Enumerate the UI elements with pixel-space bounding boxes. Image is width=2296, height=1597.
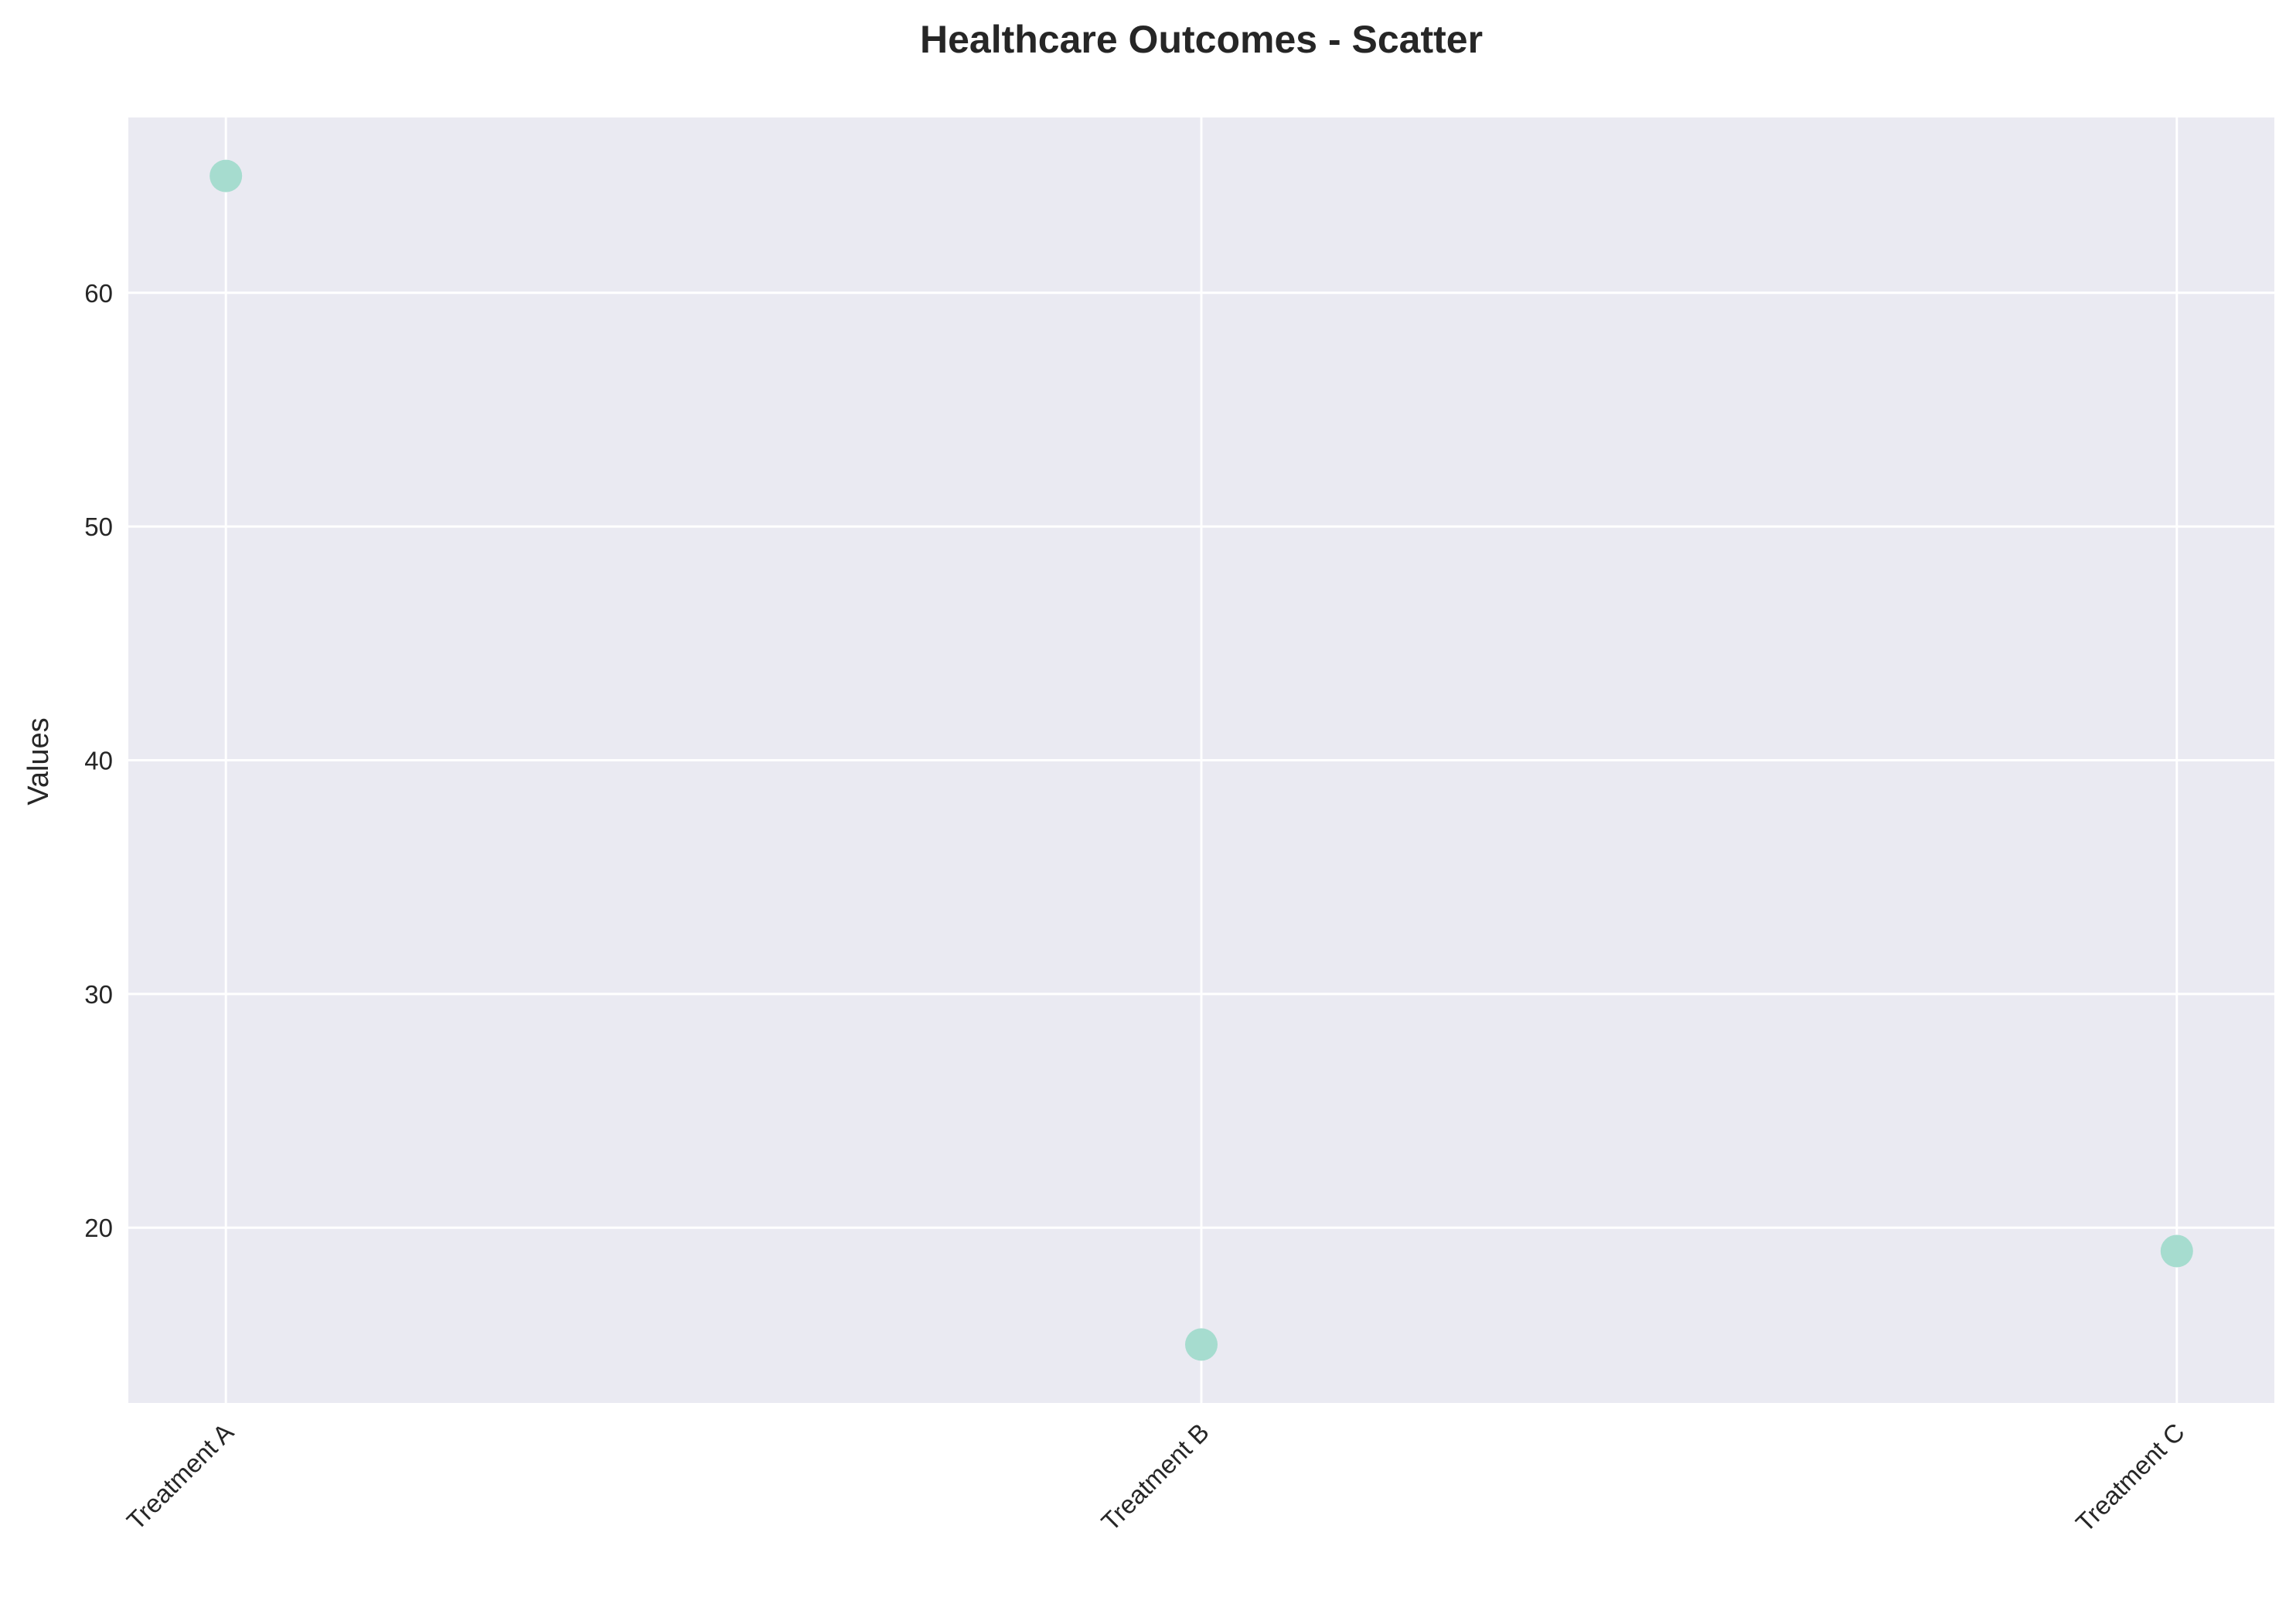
x-tick-label: Treatment C: [2070, 1418, 2190, 1537]
y-tick-label: 20: [84, 1214, 113, 1242]
y-tick-label: 30: [84, 980, 113, 1009]
data-point: [2160, 1234, 2193, 1268]
y-tick-label: 50: [84, 512, 113, 541]
y-tick-label: 40: [84, 747, 113, 775]
x-tick-label: Treatment B: [1095, 1418, 1214, 1537]
y-axis-ticks: 20 30 40 50 60: [84, 279, 113, 1242]
x-tick-label: Treatment A: [121, 1418, 239, 1535]
data-point: [1185, 1328, 1218, 1361]
data-point: [210, 159, 243, 192]
data-points: [210, 159, 2193, 1361]
y-tick-label: 60: [84, 279, 113, 308]
grid-lines: [128, 117, 2274, 1403]
chart-title: Healthcare Outcomes - Scatter: [920, 18, 1483, 61]
y-axis-label: Values: [22, 717, 55, 805]
x-axis-ticks: Treatment A Treatment B Treatment C: [121, 1418, 2190, 1537]
